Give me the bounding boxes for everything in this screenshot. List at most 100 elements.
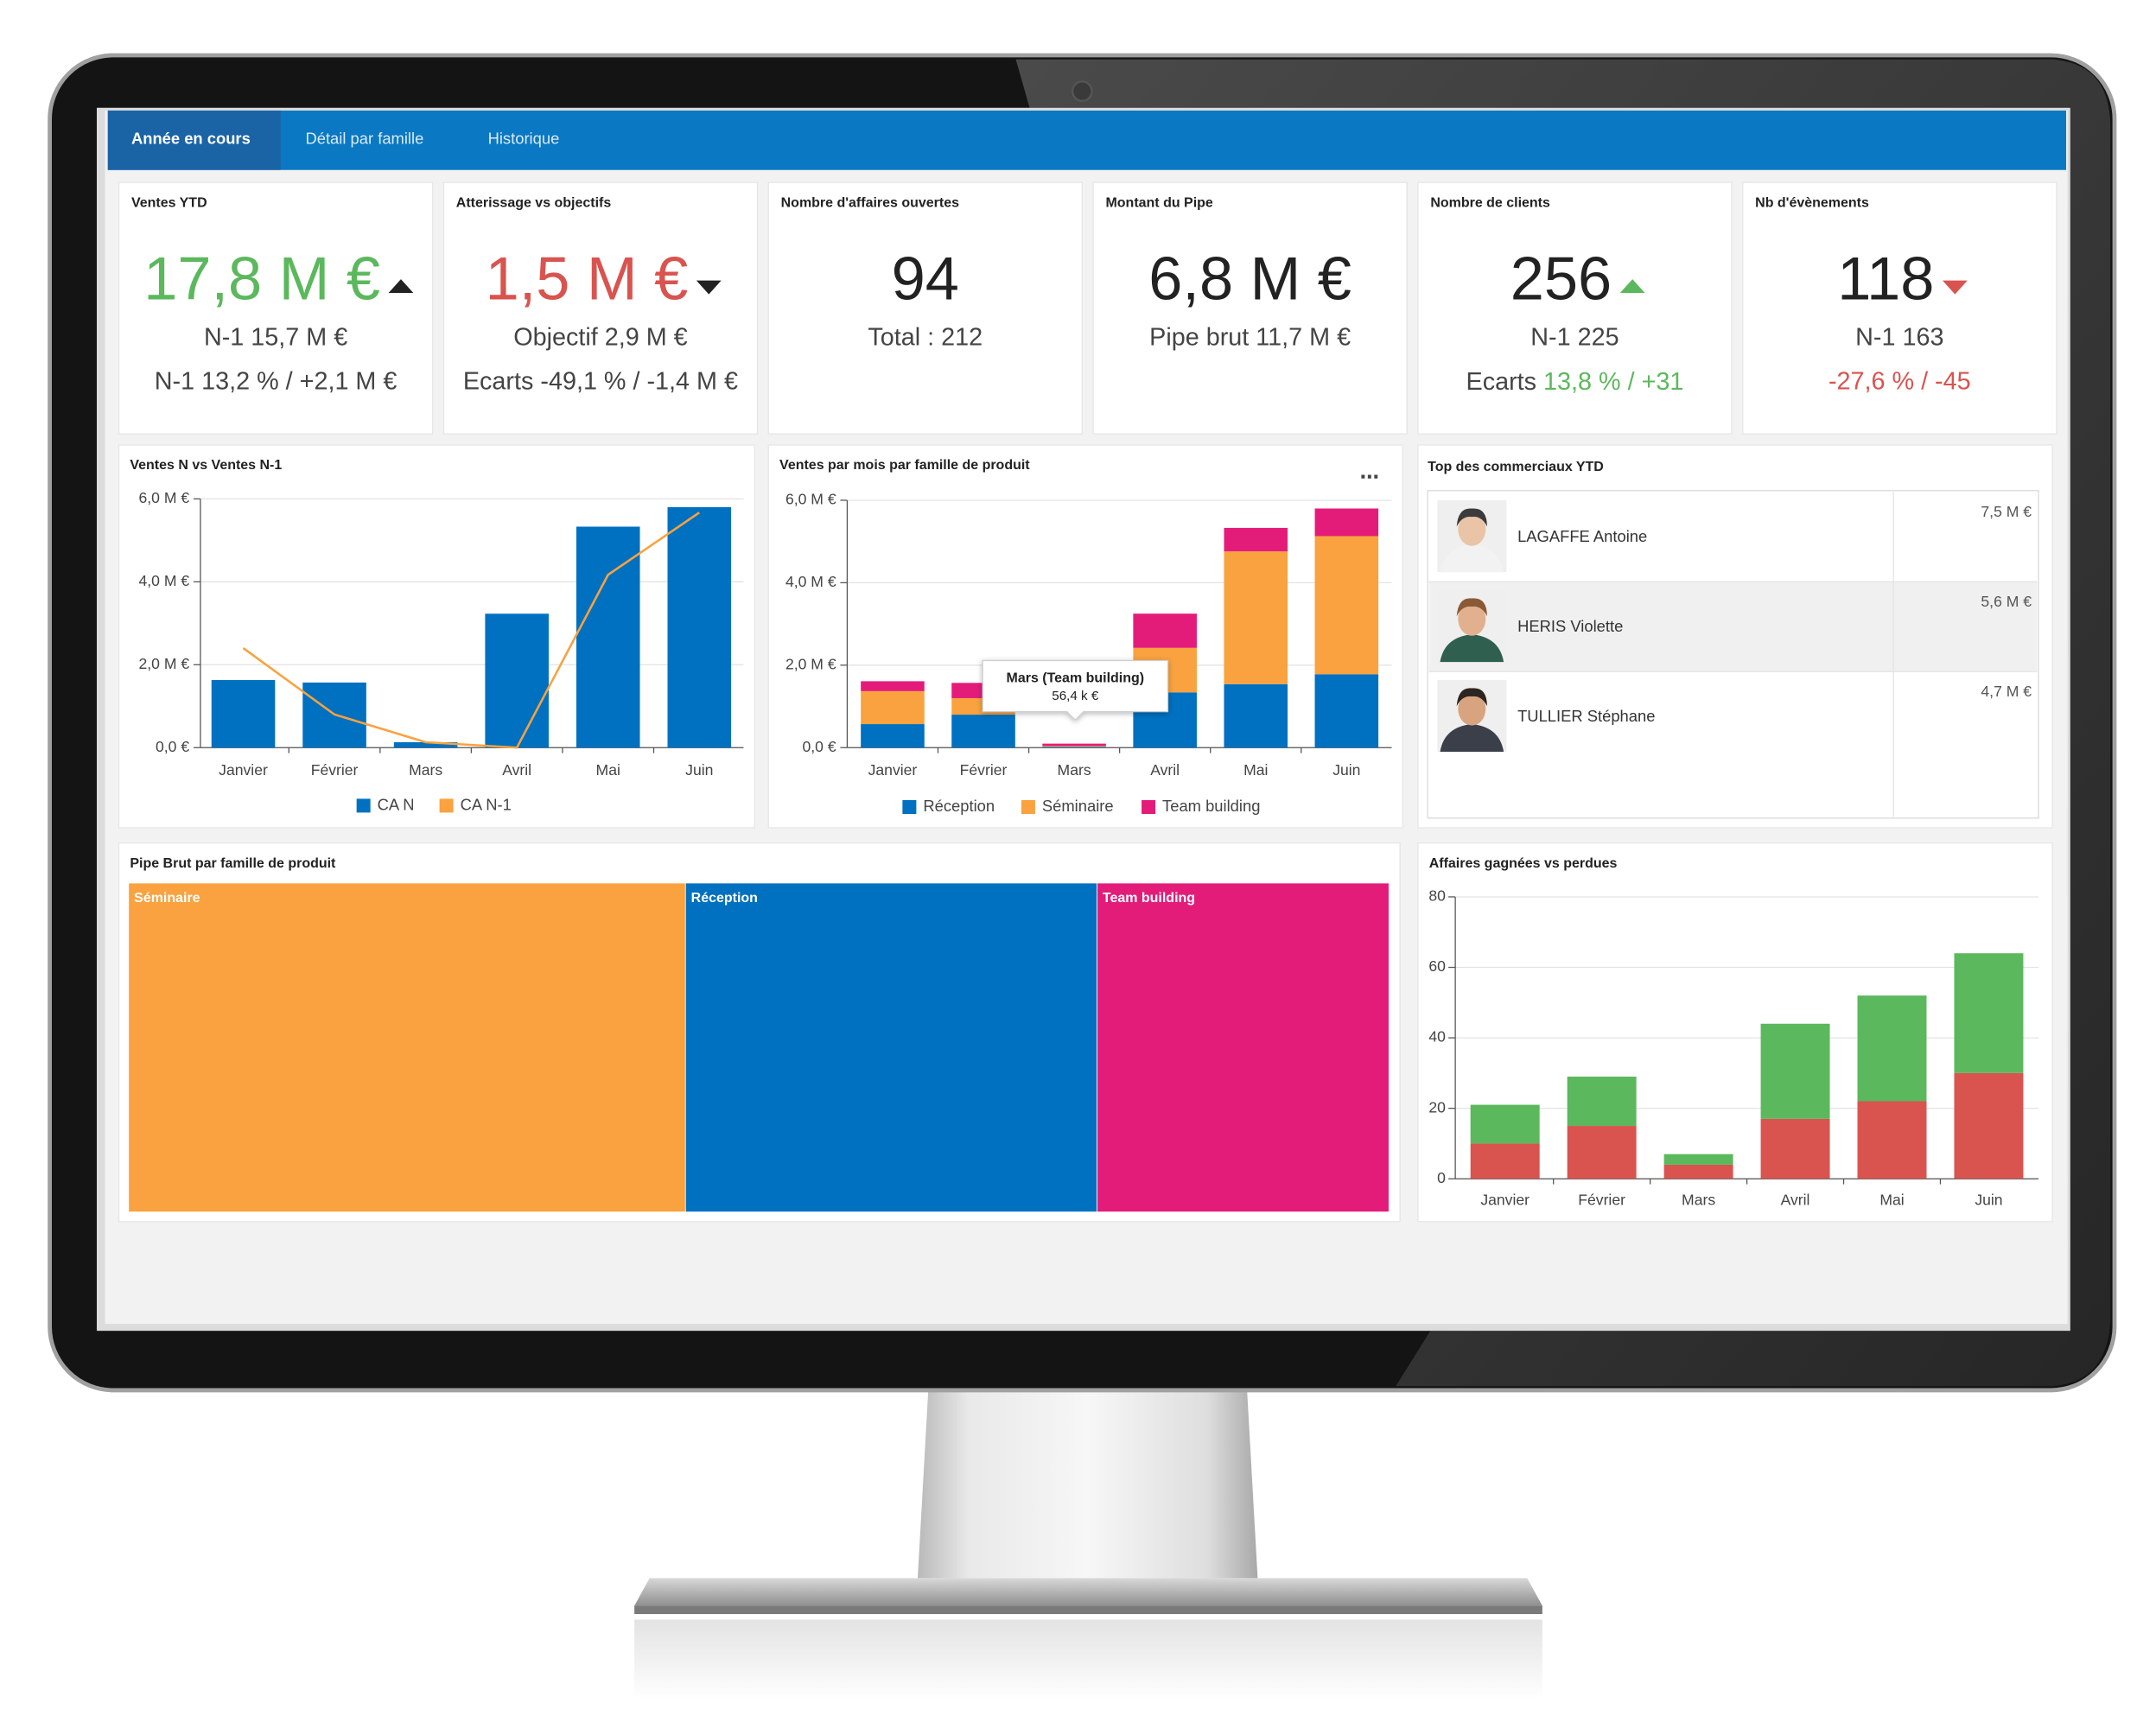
kpi-line: Ecarts 13,8 % / +31 [1466,368,1684,396]
legend-label: Réception [923,797,995,815]
kpi-line: N-1 163 [1855,323,1943,351]
trend-arrow [1942,280,1968,295]
bar-segment [1567,1076,1637,1127]
treemap-label: Séminaire [134,891,200,906]
nav-bar [107,110,2067,170]
avatar-head [1458,512,1486,546]
bar-segment [1857,995,1927,1102]
chart-menu[interactable]: ⋯ [1360,466,1379,487]
seller-value: 4,7 M € [1981,683,2032,700]
kpi-value: 17,8 M € [143,244,380,312]
chart-title: Affaires gagnées vs perdues [1429,856,1618,871]
bar-segment [861,724,925,748]
x-tick-label: Février [1578,1191,1625,1208]
x-tick-label: Janvier [1480,1191,1530,1208]
kpi-title: Nombre d'affaires ouvertes [781,195,959,210]
treemap-cell [684,882,1097,1213]
x-tick-label: Février [960,761,1008,779]
trend-arrow [1619,279,1645,294]
bar [485,613,549,748]
line [242,512,701,749]
seller-name: TULLIER Stéphane [1517,707,1655,725]
y-tick-label: 6,0 M € [785,491,836,508]
legend-label: CA N-1 [461,795,512,813]
x-tick-label: Mars [1058,761,1091,779]
x-tick-label: Janvier [219,761,268,779]
trend-arrow [388,279,414,294]
bar-segment [1314,508,1379,537]
y-tick-label: 4,0 M € [785,573,836,590]
card [118,181,434,435]
kpi-title: Ventes YTD [131,195,207,210]
bar-segment [1760,1023,1830,1119]
treemap-label: Team building [1103,891,1195,906]
seller-name: HERIS Violette [1517,617,1623,635]
avatar-body [1440,634,1504,663]
kpi-title: Nb d'évènements [1755,195,1869,210]
bar-segment [951,715,1015,748]
legend-swatch [1142,800,1156,815]
bar-segment [1224,683,1288,748]
legend-label: Séminaire [1042,797,1114,815]
kpi-value: 1,5 M € [486,244,689,312]
kpi-line: N-1 15,7 M € [204,323,347,351]
bar [667,506,732,748]
kpi-value: 94 [892,244,959,312]
tab[interactable]: Historique [488,129,560,147]
bar-segment [1954,1072,2024,1179]
kpi-line: Pipe brut 11,7 M € [1149,323,1351,351]
avatar-head [1458,692,1486,726]
avatar-hair [1456,688,1487,707]
x-tick-label: Mai [1879,1191,1904,1208]
dashboard: Année en cours Détail par famille Historiq… [107,110,2057,1223]
legend-label: CA N [378,795,415,813]
y-tick-label: 0,0 € [803,738,836,755]
bar-segment [1314,536,1379,675]
x-tick-label: Avril [1781,1191,1810,1208]
bar-segment [1760,1118,1830,1179]
bar-segment [1042,743,1106,747]
bar [211,680,276,748]
tab[interactable]: Année en cours [131,129,251,147]
card [767,181,1083,435]
bar-segment [1224,527,1288,552]
x-tick-label: Mai [596,761,620,779]
x-tick-label: Février [311,761,359,779]
kpi-line: N-1 13,2 % / +2,1 M € [155,368,397,396]
treemap-cell [128,882,686,1213]
seller-name: LAGAFFE Antoine [1517,527,1647,545]
stand-neck [917,1382,1258,1579]
card [1417,181,1733,435]
bar [393,741,458,748]
tooltip-box [982,659,1169,722]
kpi-title: Atterissage vs objectifs [456,195,612,210]
bar-segment [1663,1154,1733,1165]
treemap-label: Réception [691,891,758,906]
bar-segment [1857,1101,1927,1179]
chart-title: Ventes N vs Ventes N-1 [130,458,282,473]
seller-value: 7,5 M € [1981,503,2032,520]
bar-segment [1133,613,1197,648]
legend-swatch [902,800,917,815]
x-tick-label: Juin [1332,761,1360,779]
trend-arrow [696,280,722,295]
bar [576,526,640,748]
x-tick-label: Juin [1975,1191,2002,1208]
legend-label: Team building [1162,797,1260,815]
x-tick-label: Mars [409,761,442,779]
x-tick-label: Juin [685,761,713,779]
card [1092,181,1408,435]
row-highlight [1428,582,2038,672]
y-tick-label: 60 [1428,957,1446,975]
kpi-title: Nombre de clients [1430,195,1550,210]
card [442,181,759,435]
tooltip-title: Mars (Team building) [1007,671,1145,685]
tab[interactable]: Détail par famille [305,129,423,147]
x-tick-label: Janvier [868,761,918,779]
y-tick-label: 0 [1437,1169,1446,1186]
avatar-hair [1456,508,1487,527]
kpi-line: Objectif 2,9 M € [513,323,687,351]
avatar-head [1458,602,1486,636]
card [767,444,1403,829]
